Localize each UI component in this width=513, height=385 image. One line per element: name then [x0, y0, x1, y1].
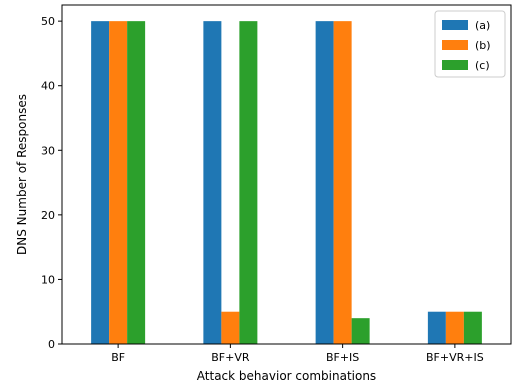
y-tick-label: 50 [41, 15, 55, 28]
x-axis-label: Attack behavior combinations [197, 369, 376, 383]
x-tick-label: BF+IS [326, 351, 359, 364]
x-tick-label: BF [111, 351, 125, 364]
legend-label: (c) [475, 59, 490, 72]
x-tick-label: BF+VR [211, 351, 250, 364]
bar-bf-series-2 [109, 21, 128, 345]
bar-bf-is-series-2 [333, 21, 352, 345]
y-tick-label: 0 [48, 338, 55, 351]
bar-bf-series-3 [127, 21, 146, 345]
y-tick-label: 30 [41, 144, 55, 157]
bars-group [91, 21, 482, 345]
legend-swatch [442, 60, 468, 70]
bar-bf-vr-is-series-2 [445, 311, 464, 344]
bar-bf-vr-series-1 [203, 21, 222, 345]
bar-bf-vr-series-3 [239, 21, 258, 345]
legend-label: (b) [475, 39, 491, 52]
y-axis-ticks: 0 10 20 30 40 50 [41, 15, 62, 351]
y-axis-label: DNS Number of Responses [15, 94, 29, 255]
bar-bf-vr-is-series-1 [427, 311, 446, 344]
bar-bf-series-1 [91, 21, 110, 345]
x-axis-ticks: BF BF+VR BF+IS BF+VR+IS [111, 344, 484, 364]
legend-swatch [442, 20, 468, 30]
legend-swatch [442, 40, 468, 50]
plot-frame [61, 4, 512, 345]
y-tick-label: 10 [41, 273, 55, 286]
x-tick-label: BF+VR+IS [426, 351, 484, 364]
bar-bf-is-series-3 [351, 318, 370, 344]
legend-label: (a) [475, 19, 490, 32]
bar-bf-vr-is-series-3 [463, 311, 482, 344]
bar-bf-vr-series-2 [221, 311, 240, 344]
y-tick-label: 40 [41, 80, 55, 93]
legend: (a) (b) (c) [434, 10, 506, 78]
bar-bf-is-series-1 [315, 21, 334, 345]
y-tick-label: 20 [41, 209, 55, 222]
